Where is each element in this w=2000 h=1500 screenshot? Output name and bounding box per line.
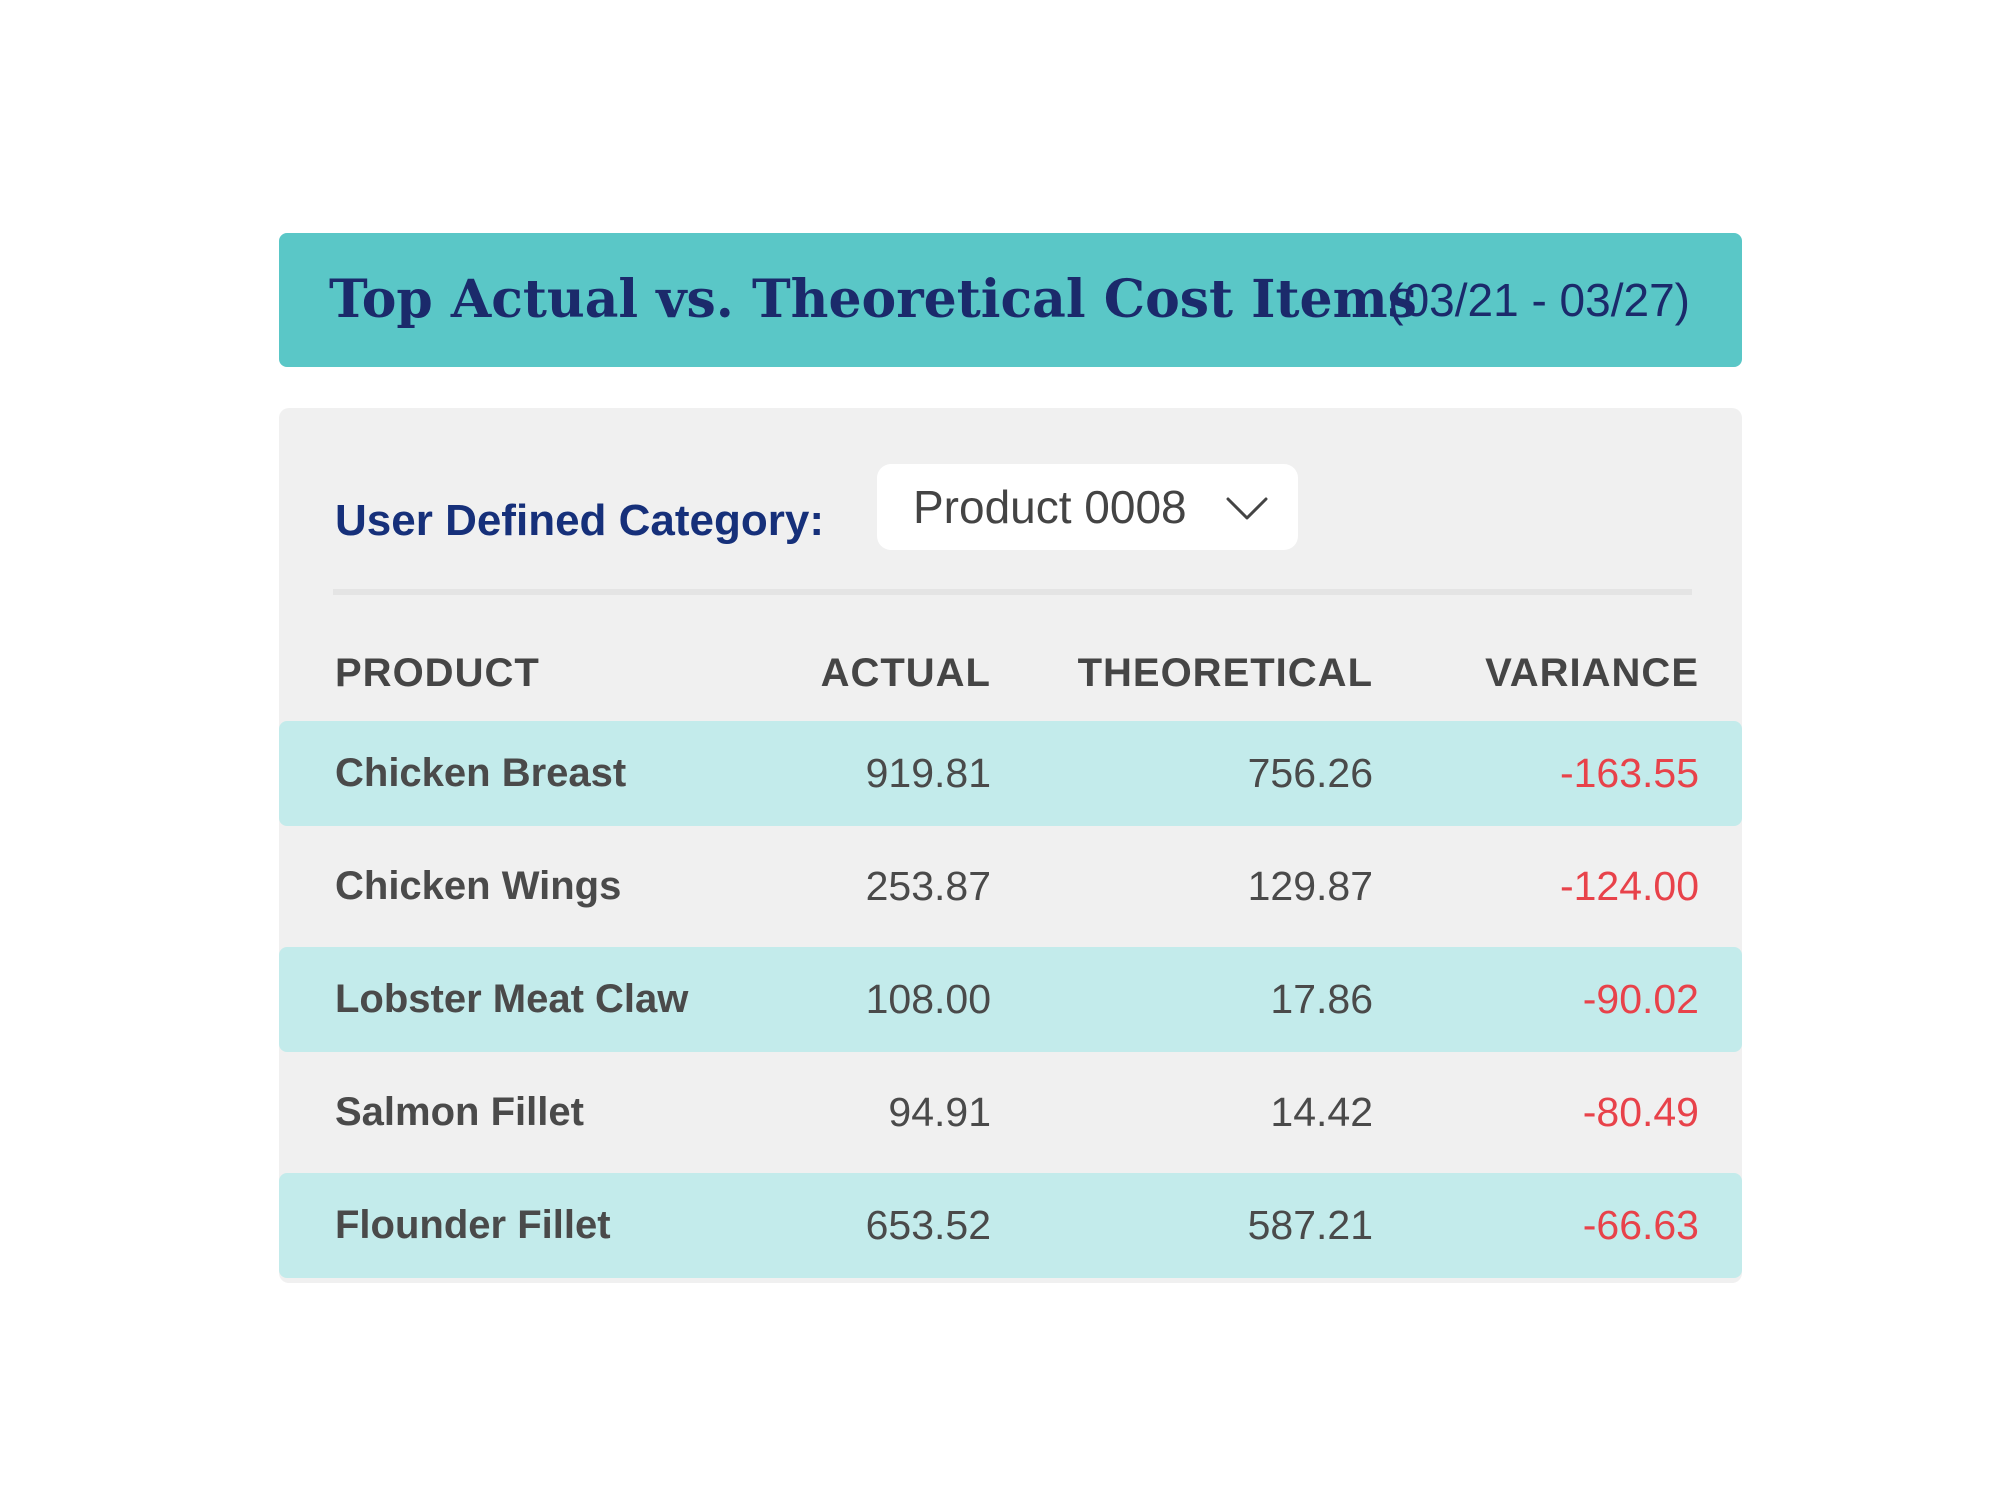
chevron-down-icon bbox=[1226, 497, 1268, 520]
divider bbox=[333, 589, 1692, 595]
theoretical-value: 587.21 bbox=[1247, 1202, 1373, 1248]
table-row[interactable]: Salmon Fillet 94.91 14.42 -80.49 bbox=[279, 1060, 1742, 1165]
actual-value: 253.87 bbox=[865, 863, 991, 909]
theoretical-value: 756.26 bbox=[1247, 750, 1373, 796]
variance-value: -90.02 bbox=[1582, 976, 1699, 1022]
category-filter-label: User Defined Category: bbox=[335, 496, 825, 545]
variance-value: -124.00 bbox=[1559, 863, 1699, 909]
table-row[interactable]: Lobster Meat Claw 108.00 17.86 -90.02 bbox=[279, 947, 1742, 1052]
variance-value: -66.63 bbox=[1582, 1202, 1699, 1248]
date-range: (03/21 - 03/27) bbox=[1388, 274, 1690, 326]
actual-value: 653.52 bbox=[865, 1202, 991, 1248]
table-row[interactable]: Chicken Breast 919.81 756.26 -163.55 bbox=[279, 721, 1742, 826]
actual-value: 94.91 bbox=[888, 1089, 991, 1135]
report-title: Top Actual vs. Theoretical Cost Items bbox=[329, 269, 1417, 330]
report-panel: User Defined Category: Product 0008 PROD… bbox=[279, 408, 1742, 1283]
report-header: Top Actual vs. Theoretical Cost Items (0… bbox=[279, 233, 1742, 367]
category-dropdown-value: Product 0008 bbox=[913, 481, 1187, 533]
column-header-actual: ACTUAL bbox=[820, 651, 991, 695]
product-name: Lobster Meat Claw bbox=[335, 977, 689, 1021]
column-header-variance: VARIANCE bbox=[1485, 651, 1699, 695]
table-row[interactable]: Chicken Wings 253.87 129.87 -124.00 bbox=[279, 834, 1742, 939]
theoretical-value: 129.87 bbox=[1247, 863, 1373, 909]
product-name: Chicken Wings bbox=[335, 864, 622, 908]
theoretical-value: 14.42 bbox=[1270, 1089, 1373, 1135]
category-dropdown[interactable]: Product 0008 bbox=[877, 464, 1298, 550]
product-name: Chicken Breast bbox=[335, 751, 627, 795]
product-name: Flounder Fillet bbox=[335, 1203, 611, 1247]
theoretical-value: 17.86 bbox=[1270, 976, 1373, 1022]
actual-value: 108.00 bbox=[865, 976, 991, 1022]
actual-value: 919.81 bbox=[865, 750, 991, 796]
column-header-product: PRODUCT bbox=[335, 651, 540, 695]
product-name: Salmon Fillet bbox=[335, 1090, 584, 1134]
table-row[interactable]: Flounder Fillet 653.52 587.21 -66.63 bbox=[279, 1173, 1742, 1278]
variance-value: -80.49 bbox=[1582, 1089, 1699, 1135]
variance-value: -163.55 bbox=[1559, 750, 1699, 796]
column-header-theoretical: THEORETICAL bbox=[1077, 651, 1373, 695]
